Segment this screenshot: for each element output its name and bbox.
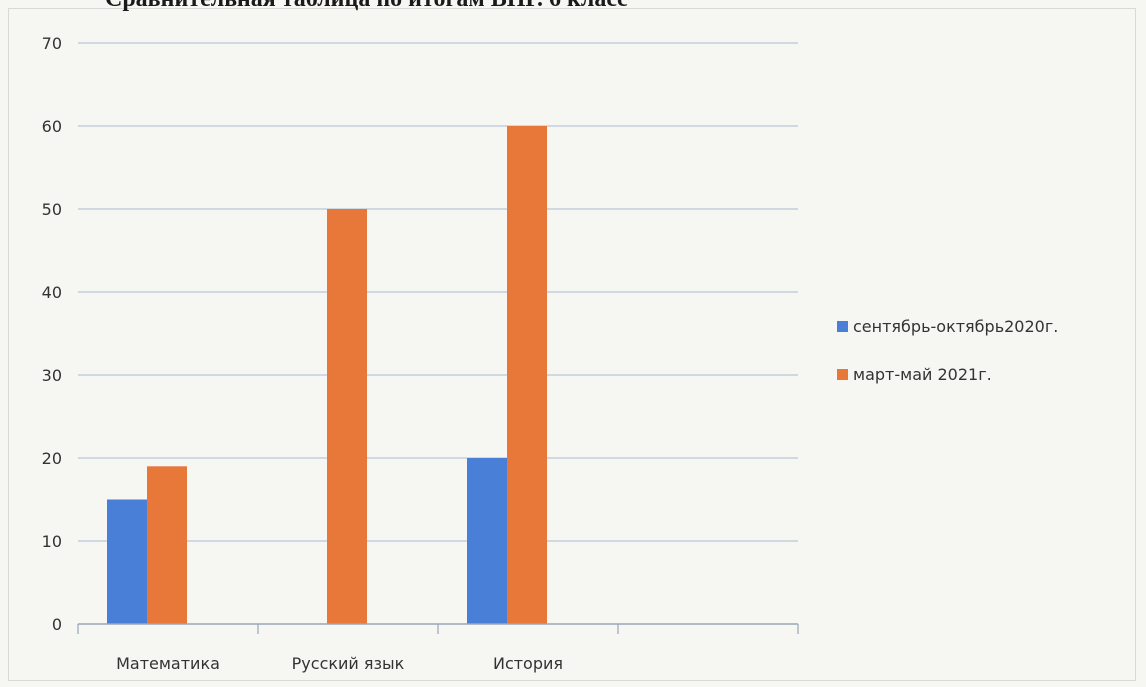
bar-mar-may-2021-2 (507, 126, 547, 624)
bar-mar-may-2021-0 (147, 466, 187, 624)
legend-swatch (837, 321, 848, 332)
chart-frame (8, 8, 1136, 681)
x-tick-label: История (493, 654, 563, 673)
y-tick-label: 60 (42, 117, 62, 136)
bar-sep-oct-2020-0 (107, 499, 147, 624)
gridlines (78, 42, 798, 542)
x-tick-label: Русский язык (292, 654, 405, 673)
legend-swatch (837, 369, 848, 380)
x-axis: Математика Русский язык История (77, 623, 799, 673)
legend-label: сентябрь-октябрь2020г. (853, 317, 1058, 336)
y-axis-ticks: 0 10 20 30 40 50 60 70 (42, 34, 62, 634)
legend-label: март-май 2021г. (853, 365, 992, 384)
y-tick-label: 40 (42, 283, 62, 302)
y-tick-label: 30 (42, 366, 62, 385)
y-tick-label: 0 (52, 615, 62, 634)
bars (107, 126, 547, 624)
x-tick-label: Математика (116, 654, 220, 673)
y-tick-label: 70 (42, 34, 62, 53)
legend: сентябрь-октябрь2020г. март-май 2021г. (837, 317, 1058, 384)
y-tick-label: 50 (42, 200, 62, 219)
chart-title: Сравнительная таблица по итогам ВПР. 6 к… (105, 0, 628, 13)
y-tick-label: 10 (42, 532, 62, 551)
bar-sep-oct-2020-2 (467, 458, 507, 624)
y-tick-label: 20 (42, 449, 62, 468)
bar-mar-may-2021-1 (327, 209, 367, 624)
